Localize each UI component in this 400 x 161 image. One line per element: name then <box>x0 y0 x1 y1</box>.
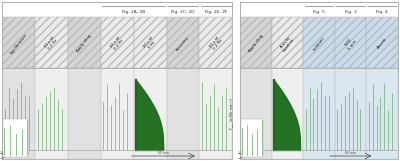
Bar <box>68 17 101 68</box>
Text: Fig. 3: Fig. 3 <box>345 10 356 14</box>
Bar <box>240 2 398 17</box>
Bar <box>2 17 35 68</box>
Text: Fig. 4: Fig. 4 <box>376 10 388 14</box>
Bar <box>68 68 101 159</box>
Bar <box>101 17 134 68</box>
Bar <box>240 17 272 68</box>
Text: Recovery: Recovery <box>176 35 190 52</box>
Bar <box>303 17 335 68</box>
Bar <box>200 68 232 159</box>
Text: Isolation: Isolation <box>312 36 326 51</box>
Text: 30 s at
0.2 Hz: 30 s at 0.2 Hz <box>110 36 125 51</box>
Text: 30 s at
0.2 Hz: 30 s at 0.2 Hz <box>208 36 223 51</box>
Bar <box>101 17 134 68</box>
Bar <box>2 68 35 159</box>
Bar <box>303 17 335 68</box>
Bar <box>335 17 366 68</box>
Text: Apply drug: Apply drug <box>76 34 92 53</box>
Text: 30 s at
3 Hz: 30 s at 3 Hz <box>142 36 158 51</box>
Text: 10 min: 10 min <box>0 151 10 155</box>
Bar <box>134 17 166 68</box>
Text: Anoxia: Anoxia <box>376 37 388 50</box>
Text: Fig. 2A, 2B: Fig. 2A, 2B <box>122 10 145 14</box>
Bar <box>200 17 232 68</box>
Bar <box>272 68 303 159</box>
Bar <box>335 68 366 159</box>
Bar <box>240 17 272 68</box>
Bar <box>134 68 166 159</box>
Bar <box>200 17 232 68</box>
Text: $F_{max}$ (mN% mm$^{-2}$): $F_{max}$ (mN% mm$^{-2}$) <box>229 96 237 130</box>
Text: Fig. 2C, 2D: Fig. 2C, 2D <box>171 10 195 14</box>
Text: Equilibration: Equilibration <box>9 32 28 55</box>
Bar <box>68 17 101 68</box>
Text: Apply drug: Apply drug <box>248 34 264 53</box>
Text: NO2
5 min: NO2 5 min <box>344 36 358 51</box>
Text: 60 min: 60 min <box>158 151 168 155</box>
Bar <box>2 2 232 17</box>
Bar <box>166 17 200 68</box>
Bar <box>166 17 200 68</box>
Bar <box>35 68 68 159</box>
Text: 10 min: 10 min <box>238 151 248 155</box>
Bar <box>366 17 398 68</box>
Text: Fig. 5: Fig. 5 <box>313 10 325 14</box>
Bar <box>240 68 272 159</box>
Bar <box>35 17 68 68</box>
Bar <box>272 17 303 68</box>
Bar <box>366 68 398 159</box>
Bar <box>35 17 68 68</box>
Bar <box>134 17 166 68</box>
Bar <box>272 17 303 68</box>
Bar <box>303 68 335 159</box>
Text: 30 s at
0.2 Hz: 30 s at 0.2 Hz <box>44 36 59 51</box>
Text: Fig. 2E, 2F: Fig. 2E, 2F <box>205 10 227 14</box>
Text: 60 min: 60 min <box>345 151 356 155</box>
Bar <box>335 17 366 68</box>
Bar <box>2 17 35 68</box>
Bar <box>166 68 200 159</box>
Bar <box>366 17 398 68</box>
Bar <box>101 68 134 159</box>
Text: Activity
baseline: Activity baseline <box>279 34 296 52</box>
